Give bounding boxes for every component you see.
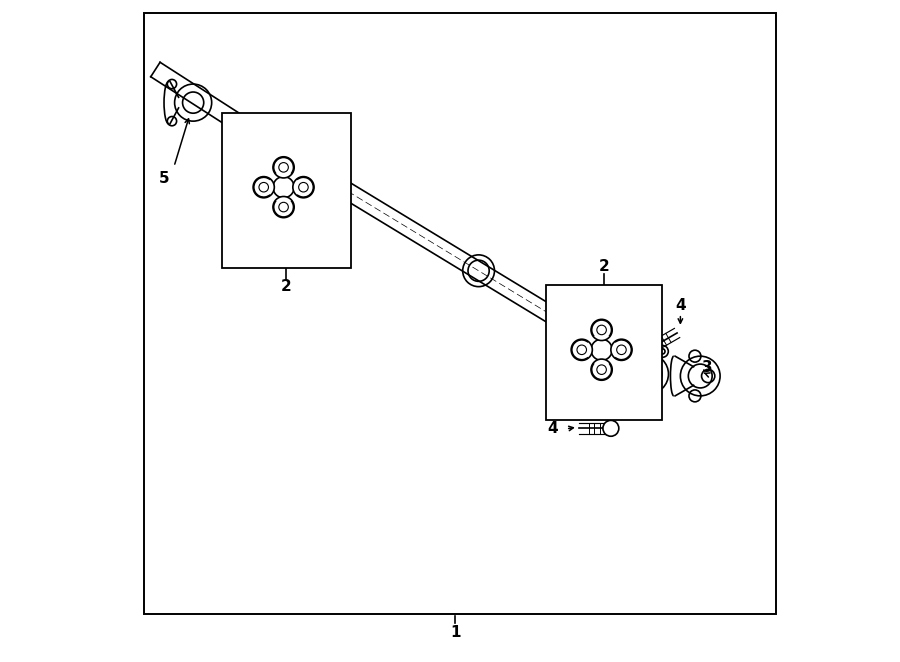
Circle shape — [591, 339, 612, 360]
Circle shape — [572, 339, 592, 360]
Circle shape — [292, 177, 314, 198]
Circle shape — [577, 345, 587, 355]
Bar — [221, 113, 351, 268]
Circle shape — [299, 183, 308, 192]
Circle shape — [259, 183, 268, 192]
Circle shape — [273, 177, 294, 198]
Text: 2: 2 — [598, 259, 609, 273]
Text: 3: 3 — [701, 360, 712, 375]
Circle shape — [591, 359, 612, 380]
Circle shape — [642, 341, 658, 357]
Circle shape — [253, 177, 274, 198]
Circle shape — [307, 131, 312, 136]
Circle shape — [616, 345, 626, 355]
Circle shape — [591, 319, 612, 340]
Circle shape — [660, 349, 665, 354]
Circle shape — [611, 339, 632, 360]
Circle shape — [279, 203, 288, 212]
Circle shape — [279, 163, 288, 172]
Circle shape — [603, 420, 619, 436]
Text: 4: 4 — [675, 299, 686, 313]
Text: 5: 5 — [158, 171, 169, 186]
Circle shape — [632, 394, 637, 399]
Text: 1: 1 — [450, 625, 461, 639]
Circle shape — [597, 365, 607, 375]
Text: 2: 2 — [281, 279, 292, 294]
Text: 4: 4 — [547, 422, 558, 436]
Circle shape — [276, 181, 282, 187]
Circle shape — [597, 325, 607, 335]
Circle shape — [688, 364, 712, 388]
Circle shape — [273, 157, 294, 178]
Circle shape — [273, 197, 294, 218]
Bar — [546, 285, 662, 420]
